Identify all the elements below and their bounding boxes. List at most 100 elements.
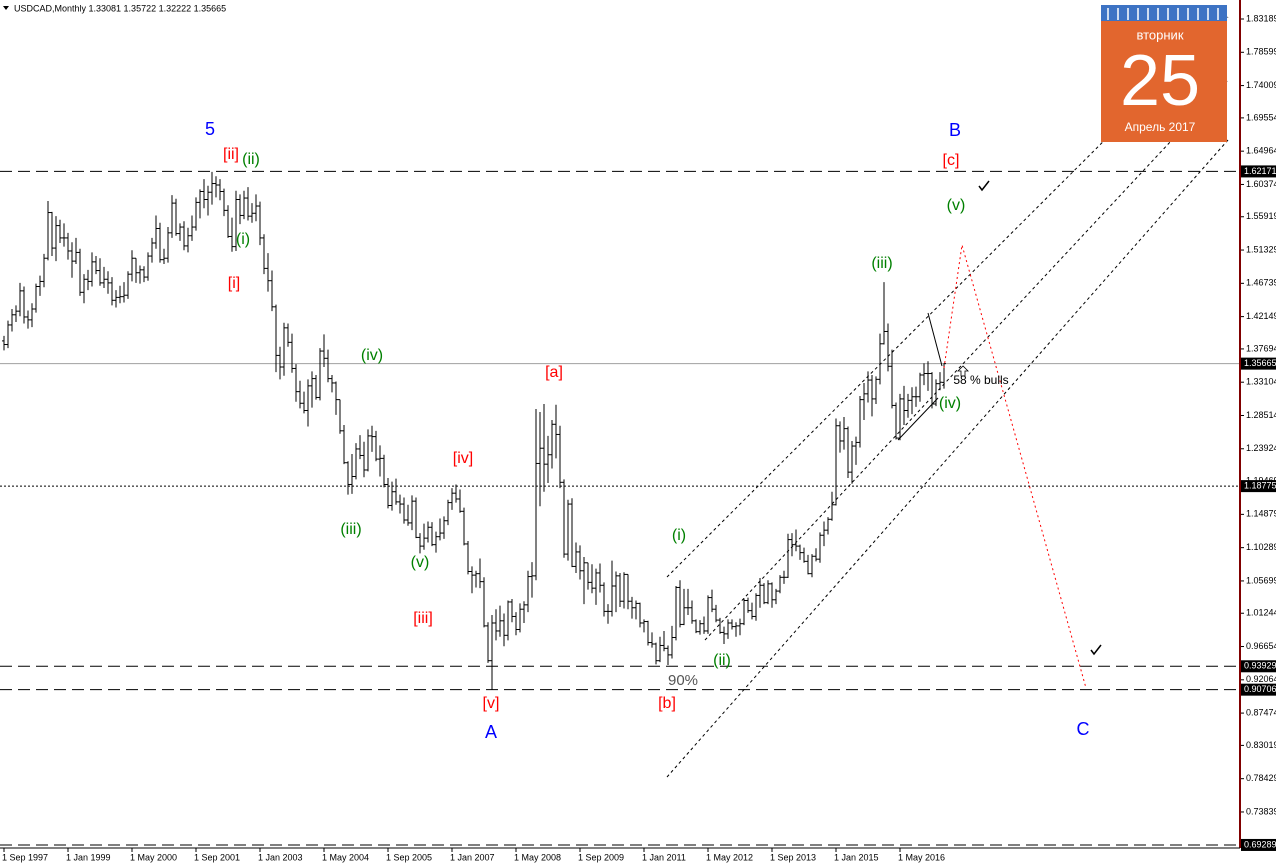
x-tick-label: 1 May 2012 <box>706 852 753 862</box>
ohlc-bar <box>102 266 106 288</box>
ohlc-bar <box>426 521 430 543</box>
ohlc-bar <box>94 256 98 275</box>
y-tick-label: 1.28514 <box>1246 410 1276 420</box>
x-tick-label: 1 Sep 2009 <box>578 852 624 862</box>
y-tick-label: 0.96654 <box>1246 641 1276 651</box>
ohlc-bar <box>802 547 806 563</box>
ohlc-bar <box>198 189 202 219</box>
ohlc-bar <box>350 454 354 494</box>
ohlc-bar <box>290 333 294 373</box>
ohlc-bar <box>682 588 686 626</box>
ohlc-bar <box>226 205 230 238</box>
ohlc-bar <box>238 194 242 225</box>
ohlc-bar <box>738 618 742 636</box>
ohlc-bar <box>818 532 822 563</box>
calendar-widget: вторник 25 Апрель 2017 <box>1101 5 1227 142</box>
ohlc-bar <box>798 544 802 560</box>
ohlc-bar <box>582 556 586 605</box>
ohlc-bar <box>50 211 54 257</box>
ohlc-bar <box>938 372 942 391</box>
ohlc-bar <box>450 488 454 510</box>
y-tick-label: 0.87474 <box>1246 707 1276 717</box>
ohlc-bar <box>434 531 438 553</box>
wave-label: (ii) <box>242 151 260 168</box>
wave-label: [iii] <box>413 610 433 627</box>
ohlc-bar <box>6 320 10 349</box>
ohlc-bar <box>870 374 874 417</box>
ohlc-bar <box>666 645 670 666</box>
wave-label: (v) <box>411 554 430 571</box>
level-label-box <box>1241 838 1276 851</box>
ohlc-bar <box>482 577 486 628</box>
ohlc-bar <box>670 625 674 659</box>
wave-label: A <box>485 722 497 742</box>
ohlc-bar <box>118 285 122 304</box>
ohlc-bar <box>474 570 478 588</box>
ohlc-bar <box>822 521 826 547</box>
ohlc-bar <box>382 454 386 488</box>
ohlc-bar <box>386 477 390 509</box>
ohlc-bar <box>114 290 118 308</box>
wave-line <box>927 312 943 367</box>
ohlc-bar <box>162 248 166 265</box>
ohlc-bar <box>138 265 142 284</box>
ohlc-bar <box>166 227 170 263</box>
y-tick-label: 1.37694 <box>1246 343 1276 353</box>
wave-label: [c] <box>943 152 960 169</box>
x-tick-label: 1 May 2016 <box>898 852 945 862</box>
ohlc-bar <box>110 277 114 306</box>
ohlc-bar <box>78 248 82 296</box>
ohlc-bar <box>834 418 838 506</box>
ohlc-bar <box>222 188 226 217</box>
ohlc-bar <box>334 381 338 415</box>
ohlc-bar <box>562 479 566 558</box>
ohlc-bar <box>758 578 762 608</box>
up-arrow <box>957 365 969 377</box>
x-tick-label: 1 Sep 2013 <box>770 852 816 862</box>
calendar-month: Апрель 2017 <box>1125 120 1196 134</box>
wave-label: [ii] <box>223 146 239 163</box>
wave-label: 58 % bulls <box>953 373 1008 387</box>
ohlc-bar <box>650 632 654 648</box>
calendar-rings <box>1107 8 1219 20</box>
ohlc-bar <box>626 573 630 610</box>
ohlc-bar <box>270 270 274 312</box>
ohlc-bar <box>2 335 6 351</box>
level-label-box <box>1241 480 1276 493</box>
ohlc-bar <box>146 252 150 281</box>
y-tick-label: 1.83189 <box>1246 13 1276 23</box>
ohlc-bar <box>154 215 158 249</box>
ohlc-bar <box>106 271 110 294</box>
ohlc-bar <box>150 237 154 263</box>
ohlc-bar <box>630 596 634 619</box>
level-label: 0.90706 <box>1244 684 1276 694</box>
ohlc-bar <box>374 430 378 462</box>
ohlc-bar <box>634 600 638 620</box>
ohlc-bar <box>850 440 854 484</box>
ohlc-bar <box>46 200 50 261</box>
ohlc-bar <box>702 616 706 634</box>
x-tick-label: 1 Jan 2003 <box>258 852 303 862</box>
ohlc-bar <box>778 575 782 594</box>
ohlc-bar <box>298 380 302 409</box>
ohlc-bar <box>274 304 278 373</box>
ohlc-bar <box>754 593 758 621</box>
ohlc-bar <box>86 269 90 291</box>
ohlc-bar <box>490 615 494 690</box>
y-tick-label: 1.51329 <box>1246 244 1276 254</box>
ohlc-bar <box>538 411 542 507</box>
ohlc-bar <box>70 242 74 278</box>
ohlc-bar <box>578 545 582 580</box>
plot-area: 1.83189 1.78599 1.74009 1.69554 1.64964 1.603… <box>0 13 1276 862</box>
ohlc-bar <box>862 382 866 420</box>
ohlc-bar <box>362 441 366 478</box>
level-label-box <box>1241 357 1276 370</box>
ohlc-bar <box>786 533 790 579</box>
wave-label: B <box>949 120 961 140</box>
wave-label: (iii) <box>340 521 361 538</box>
ohlc-bar <box>338 399 342 434</box>
ohlc-bar <box>14 305 18 323</box>
ohlc-bar <box>750 602 754 620</box>
ohlc-bar <box>230 217 234 252</box>
